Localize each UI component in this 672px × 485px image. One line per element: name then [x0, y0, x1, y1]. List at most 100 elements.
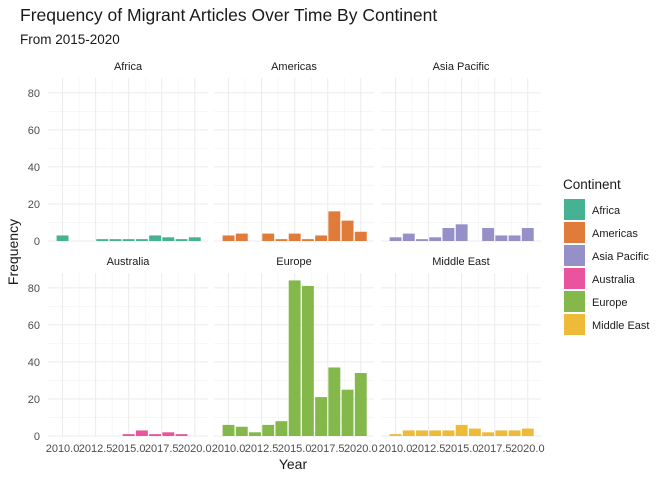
bar-europe-2015 [288, 280, 301, 436]
facet-americas: Americas [214, 61, 374, 242]
facet-label-middle-east: Middle East [432, 256, 489, 268]
legend-swatch [564, 291, 585, 312]
bar-europe-2020 [354, 373, 367, 436]
bar-europe-2016 [301, 285, 314, 436]
x-tick-label: 2015.0 [445, 443, 479, 455]
y-axis-label: Frequency [5, 219, 21, 285]
bar-americas-2016 [301, 239, 314, 241]
bar-africa-2019 [175, 239, 188, 241]
bar-middle-east-2020 [521, 428, 534, 436]
bar-middle-east-2019 [508, 430, 521, 436]
facet-asia-pacific: Asia Pacific [381, 61, 541, 242]
bar-asia-pacific-2015 [455, 224, 468, 241]
y-tick-label: 60 [28, 125, 40, 137]
bar-asia-pacific-2010 [389, 237, 402, 241]
x-axis-ticks: 2010.0 2012.5 2015.0 2017.5 2020.0 2010.0 2012… [46, 443, 545, 455]
bar-africa-2018 [162, 237, 175, 241]
legend-swatch [564, 314, 585, 335]
bar-asia-pacific-2020 [521, 228, 534, 241]
chart-subtitle: From 2015-2020 [20, 32, 120, 47]
x-tick-label: 2020.0 [178, 443, 212, 455]
bar-europe-2018 [328, 367, 341, 436]
facet-label-africa: Africa [114, 61, 143, 73]
legend: Continent Africa Americas Asia Pacific Aust… [563, 177, 649, 335]
x-tick-label: 2010.0 [46, 443, 80, 455]
x-tick-label: 2010.0 [212, 443, 246, 455]
bar-africa-2013 [96, 239, 109, 241]
legend-label: Americas [592, 228, 638, 240]
legend-label: Middle East [592, 320, 649, 332]
x-tick-label: 2012.5 [79, 443, 113, 455]
facet-label-asia-pacific: Asia Pacific [433, 61, 490, 73]
facet-label-americas: Americas [271, 61, 317, 73]
bar-americas-2014 [275, 239, 288, 241]
legend-swatch [564, 268, 585, 289]
bar-australia-2016 [135, 430, 148, 436]
x-tick-label: 2012.5 [412, 443, 446, 455]
bar-africa-2015 [122, 239, 135, 241]
x-tick-label: 2012.5 [245, 443, 279, 455]
y-tick-label: 80 [28, 283, 40, 295]
bar-americas-2013 [262, 233, 275, 241]
legend-label: Africa [592, 205, 621, 217]
bar-americas-2019 [341, 220, 354, 241]
x-axis-label: Year [279, 456, 308, 472]
y-tick-label: 80 [28, 88, 40, 100]
x-tick-label: 2010.0 [379, 443, 413, 455]
bar-europe-2010 [222, 424, 235, 436]
bar-africa-2017 [149, 235, 162, 241]
bar-americas-2010 [222, 235, 235, 241]
legend-title: Continent [563, 177, 621, 192]
bar-middle-east-2016 [468, 428, 481, 436]
bar-europe-2011 [235, 426, 248, 436]
x-tick-label: 2015.0 [278, 443, 312, 455]
legend-item-americas: Americas [564, 222, 638, 243]
bar-asia-pacific-2012 [416, 239, 428, 241]
facet-middle-east: Middle East [381, 256, 541, 437]
y-tick-label: 0 [34, 431, 40, 443]
bar-asia-pacific-2019 [508, 235, 521, 241]
facet-australia: Australia [48, 256, 208, 437]
facet-panels: Africa Americas Asia Pacific Australia Europ… [48, 61, 541, 437]
chart-title: Frequency of Migrant Articles Over Time … [20, 5, 437, 25]
bar-americas-2017 [315, 235, 328, 241]
bar-americas-2018 [328, 211, 341, 241]
x-tick-label: 2015.0 [112, 443, 146, 455]
bar-europe-2012 [249, 432, 261, 436]
y-tick-label: 40 [28, 162, 40, 174]
bar-asia-pacific-2017 [482, 228, 495, 241]
legend-label: Europe [592, 297, 627, 309]
bar-middle-east-2018 [495, 430, 508, 436]
bar-australia-2018 [162, 432, 175, 436]
bar-middle-east-2017 [482, 432, 495, 436]
legend-label: Asia Pacific [592, 251, 649, 263]
legend-item-middle-east: Middle East [564, 314, 649, 335]
bar-americas-2011 [235, 233, 248, 241]
bar-africa-2020 [188, 237, 201, 241]
y-axis-ticks: 0 20 40 60 80 0 20 40 60 80 [28, 88, 40, 443]
y-tick-label: 0 [34, 236, 40, 248]
x-tick-label: 2017.5 [478, 443, 512, 455]
bar-australia-2015 [122, 434, 135, 436]
x-tick-label: 2020.0 [511, 443, 545, 455]
y-tick-label: 60 [28, 320, 40, 332]
y-tick-label: 40 [28, 357, 40, 369]
bar-asia-pacific-2011 [402, 233, 415, 241]
facet-africa: Africa [48, 61, 208, 242]
bar-africa-2016 [135, 239, 148, 241]
bar-europe-2017 [315, 397, 328, 436]
legend-swatch [564, 245, 585, 266]
bar-europe-2019 [341, 389, 354, 436]
bar-africa-2010 [56, 235, 69, 241]
bar-europe-2014 [275, 421, 288, 436]
legend-swatch [564, 199, 585, 220]
x-tick-label: 2020.0 [344, 443, 378, 455]
facet-europe: Europe [214, 256, 374, 437]
bar-asia-pacific-2013 [429, 237, 442, 241]
bar-americas-2015 [288, 233, 301, 241]
legend-swatch [564, 222, 585, 243]
legend-item-australia: Australia [564, 268, 636, 289]
bar-australia-2019 [175, 434, 188, 436]
